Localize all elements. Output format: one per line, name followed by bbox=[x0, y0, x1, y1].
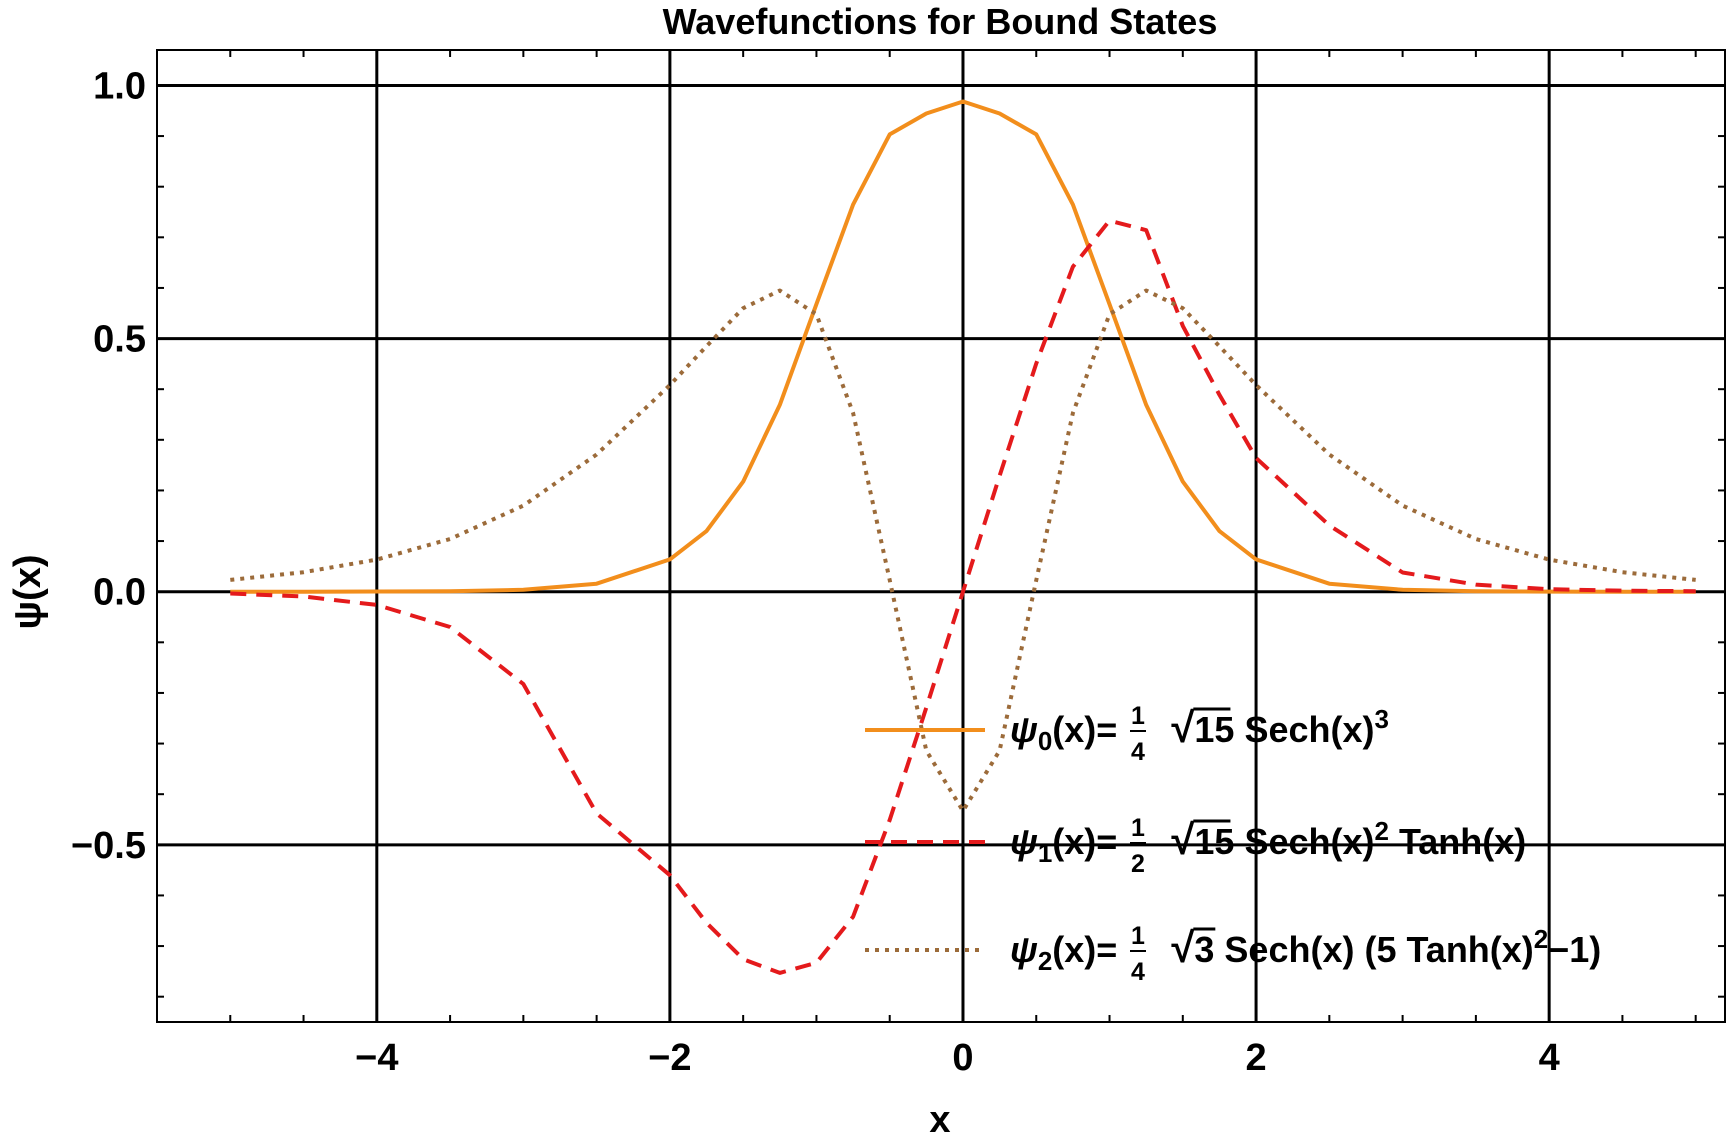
legend-fraction-numerator: 1 bbox=[1131, 922, 1145, 950]
legend-rest: Sech(x) (5 Tanh(x) bbox=[1224, 929, 1533, 970]
legend-subscript: 1 bbox=[1038, 838, 1052, 868]
legend-rest: Sech(x) bbox=[1244, 709, 1374, 750]
y-tick-label: 0.0 bbox=[93, 572, 146, 614]
legend-fraction-denominator: 4 bbox=[1131, 738, 1145, 766]
plot-frame bbox=[156, 49, 1726, 1023]
legend-subscript: 0 bbox=[1038, 726, 1052, 756]
series-line-0 bbox=[230, 99, 1696, 594]
y-axis-label: ψ(x) bbox=[7, 554, 49, 629]
legend-fraction-denominator: 2 bbox=[1131, 850, 1145, 878]
minor-ticks bbox=[157, 50, 1725, 1022]
legend-subscript: 2 bbox=[1038, 946, 1052, 976]
x-tick-label: 0 bbox=[952, 1037, 973, 1079]
legend-psi: ψ bbox=[1010, 929, 1038, 970]
legend-psi: ψ bbox=[1010, 821, 1038, 862]
legend-label-2: ψ2(x)= √3 Sech(x) (5 Tanh(x)2−1) bbox=[1010, 924, 1601, 976]
series-line-1 bbox=[230, 218, 1696, 975]
series-group bbox=[230, 99, 1696, 975]
legend-lhs: (x)= bbox=[1052, 821, 1117, 862]
x-tick-label: −4 bbox=[355, 1037, 398, 1079]
grid-lines bbox=[157, 50, 1725, 1022]
legend-root-value: 15 bbox=[1194, 821, 1244, 862]
x-tick-labels: −4 −2 0 2 4 bbox=[355, 1037, 1560, 1079]
legend-tail: Tanh(x) bbox=[1389, 821, 1526, 862]
legend-sqrt: √ bbox=[1171, 704, 1195, 751]
legend-root-value: 15 bbox=[1194, 709, 1244, 750]
legend-fraction-numerator: 1 bbox=[1131, 702, 1145, 730]
x-tick-label: 2 bbox=[1245, 1037, 1266, 1079]
y-tick-label: 0.5 bbox=[93, 319, 146, 361]
legend-superscript: 2 bbox=[1534, 924, 1548, 954]
chart-title: Wavefunctions for Bound States bbox=[663, 1, 1218, 42]
legend-rest: Sech(x) bbox=[1244, 821, 1374, 862]
legend-psi: ψ bbox=[1010, 709, 1038, 750]
y-tick-labels: −0.5 0.0 0.5 1.0 bbox=[71, 65, 146, 866]
x-tick-label: 4 bbox=[1539, 1037, 1560, 1079]
legend-label-0: ψ0(x)= √15 Sech(x)3​ bbox=[1010, 704, 1389, 756]
legend-lhs: (x)= bbox=[1052, 929, 1117, 970]
legend-sqrt: √ bbox=[1171, 816, 1195, 863]
legend-fraction-denominator: 4 bbox=[1131, 958, 1145, 986]
legend-tail: −1) bbox=[1548, 929, 1601, 970]
legend-lhs: (x)= bbox=[1052, 709, 1117, 750]
legend-label-1: ψ1(x)= √15 Sech(x)2 Tanh(x) bbox=[1010, 816, 1526, 868]
x-axis-label: x bbox=[929, 1099, 950, 1141]
legend-superscript: 3 bbox=[1374, 704, 1388, 734]
y-tick-label: −0.5 bbox=[71, 825, 146, 867]
x-tick-label: −2 bbox=[648, 1037, 691, 1079]
legend-sqrt: √ bbox=[1171, 924, 1195, 971]
legend-root-value: 3 bbox=[1194, 929, 1224, 970]
legend-fraction-numerator: 1 bbox=[1131, 814, 1145, 842]
y-tick-label: 1.0 bbox=[93, 65, 146, 107]
legend-superscript: 2 bbox=[1374, 816, 1388, 846]
